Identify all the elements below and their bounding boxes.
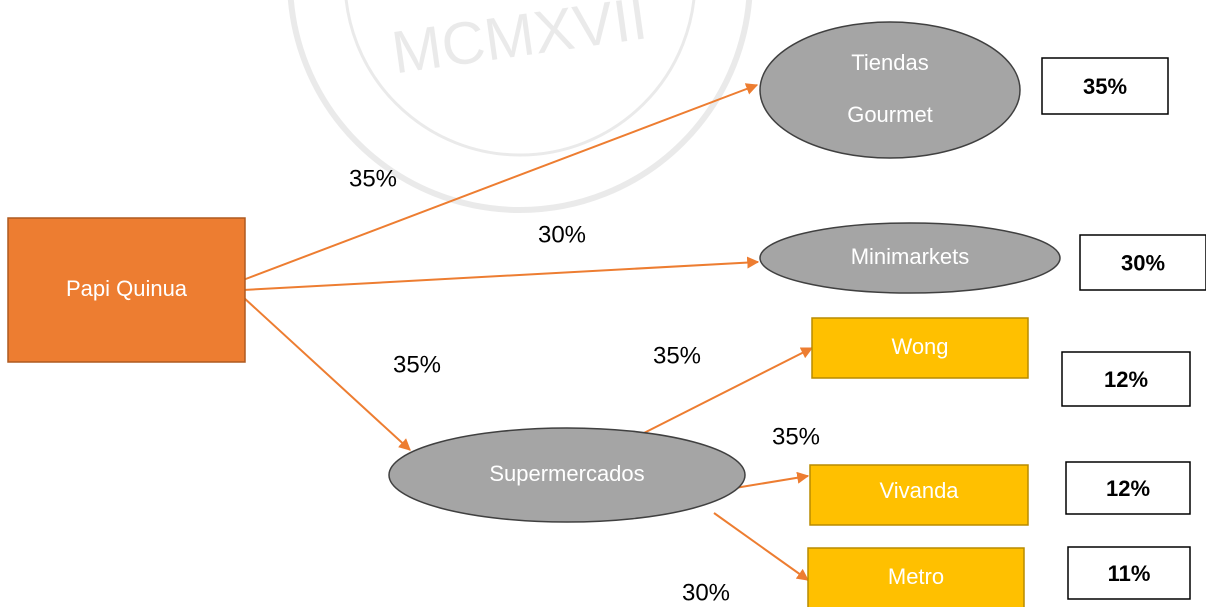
node-label: Tiendas <box>851 50 928 75</box>
share-box <box>1065 461 1191 515</box>
node-label: Minimarkets <box>851 244 970 269</box>
node-box <box>811 317 1029 379</box>
node-ellipse <box>759 21 1021 159</box>
edge-label: 35% <box>772 423 820 450</box>
share-label: 12% <box>1106 476 1150 501</box>
share-box <box>1079 234 1206 291</box>
node-ellipse <box>759 222 1061 294</box>
node-ellipse <box>388 427 746 523</box>
share-label: 35% <box>1083 74 1127 99</box>
watermark-text: MCMXVII <box>388 0 651 86</box>
node-label: Gourmet <box>847 102 933 127</box>
share-label: 30% <box>1121 250 1165 275</box>
node-box <box>809 464 1029 526</box>
edge-label: 35% <box>393 351 441 378</box>
share-label: 11% <box>1108 561 1151 586</box>
node-label: Supermercados <box>489 461 644 486</box>
edge-label: 35% <box>349 165 397 192</box>
share-label: 12% <box>1104 367 1148 392</box>
edge-arrow <box>734 471 810 489</box>
node-label: Papi Quinua <box>66 276 188 301</box>
node-box <box>7 217 246 363</box>
share-box <box>1041 57 1169 115</box>
edge-label: 35% <box>653 342 701 369</box>
edge-label: 30% <box>682 579 730 606</box>
edge-arrow <box>242 256 760 291</box>
node-box <box>807 547 1025 607</box>
node-label: Wong <box>891 334 948 359</box>
node-label: Vivanda <box>879 478 959 503</box>
share-box <box>1061 351 1191 407</box>
edge-arrow <box>713 512 809 581</box>
edge-label: 30% <box>538 221 586 248</box>
edge-arrow <box>639 347 814 436</box>
share-box <box>1067 546 1191 600</box>
edge-arrow <box>242 296 411 451</box>
node-label: Metro <box>888 564 944 589</box>
edge-arrow <box>242 83 759 281</box>
